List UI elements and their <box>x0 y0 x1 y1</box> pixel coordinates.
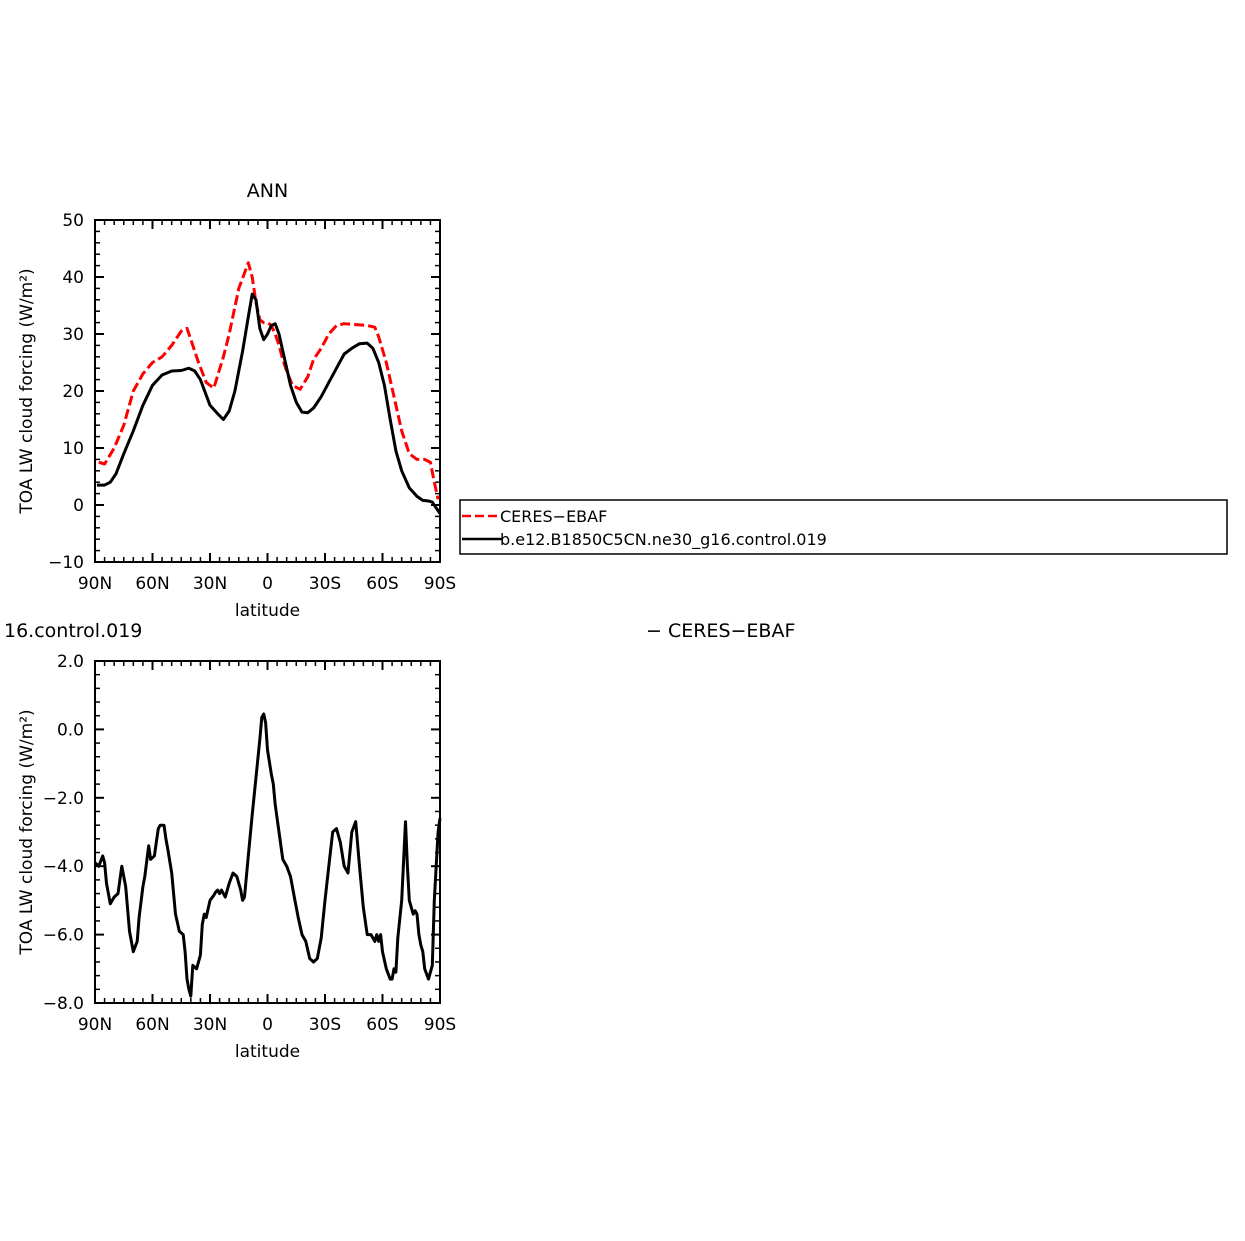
bottom-x-tick-label: 30N <box>193 1015 227 1035</box>
top-series-line-1 <box>96 292 442 515</box>
legend: CERES−EBAF b.e12.B1850C5CN.ne30_g16.cont… <box>459 499 1228 555</box>
top-x-tick-label: 30N <box>193 574 227 594</box>
top-chart-title: ANN <box>247 180 288 202</box>
bottom-y-tick-label: −2.0 <box>43 789 84 809</box>
legend-label-ceres: CERES−EBAF <box>500 507 607 526</box>
bottom-y-tick-label: −6.0 <box>43 926 84 946</box>
bottom-x-tick-label: 60S <box>366 1015 398 1035</box>
top-x-tick-label: 90N <box>78 574 112 594</box>
top-x-axis-label: latitude <box>235 601 300 621</box>
bottom-chart-title-right: − CERES−EBAF <box>646 620 795 642</box>
bottom-x-tick-label: 90N <box>78 1015 112 1035</box>
top-y-tick-label: 40 <box>62 268 84 288</box>
panel-bottom: 16.control.019 − CERES−EBAF 90N 60N 30N 0 30… <box>4 620 795 1062</box>
top-plot-frame <box>94 219 441 563</box>
bottom-y-tick-label: 2.0 <box>57 652 84 672</box>
bottom-y-axis-label: TOA LW cloud forcing (W/m²) <box>17 709 37 955</box>
panel-top: ANN 90N 60N 30N 0 30S 60S 90S 50 40 30 20 10 0 −10 la… <box>17 180 456 621</box>
top-y-tick-label: −10 <box>48 553 84 573</box>
bottom-x-tick-label: 30S <box>309 1015 341 1035</box>
legend-box <box>459 499 1228 555</box>
bottom-axes: 90N 60N 30N 0 30S 60S 90S 2.0 0.0 −2.0 −4.0 −6.0 −8.… <box>43 652 457 1035</box>
bottom-series-group <box>93 712 442 998</box>
bottom-y-tick-label: −8.0 <box>43 994 84 1014</box>
top-y-tick-label: 10 <box>62 439 84 459</box>
top-x-tick-label: 30S <box>309 574 341 594</box>
top-y-tick-label: 50 <box>62 211 84 231</box>
bottom-y-tick-label: −4.0 <box>43 857 84 877</box>
top-y-tick-label: 30 <box>62 325 84 345</box>
bottom-chart-title-left: 16.control.019 <box>4 620 142 642</box>
bottom-x-tick-label: 90S <box>424 1015 456 1035</box>
top-x-tick-label: 60S <box>366 574 398 594</box>
bottom-series-line-0 <box>93 712 442 998</box>
bottom-x-tick-label: 0 <box>262 1015 273 1035</box>
top-series-group <box>96 261 442 515</box>
top-y-tick-label: 20 <box>62 382 84 402</box>
bottom-plot-frame <box>94 660 441 1004</box>
bottom-x-tick-label: 60N <box>135 1015 169 1035</box>
bottom-y-tick-label: 0.0 <box>57 720 84 740</box>
bottom-x-axis-label: latitude <box>235 1042 300 1062</box>
top-x-tick-label: 60N <box>135 574 169 594</box>
top-y-tick-label: 0 <box>73 496 84 516</box>
top-series-line-0 <box>98 261 440 500</box>
legend-label-model: b.e12.B1850C5CN.ne30_g16.control.019 <box>500 530 827 550</box>
top-axes: 90N 60N 30N 0 30S 60S 90S 50 40 30 20 10 0 −10 <box>48 211 456 594</box>
top-x-tick-label: 0 <box>262 574 273 594</box>
top-x-tick-label: 90S <box>424 574 456 594</box>
top-y-axis-label: TOA LW cloud forcing (W/m²) <box>17 268 37 514</box>
